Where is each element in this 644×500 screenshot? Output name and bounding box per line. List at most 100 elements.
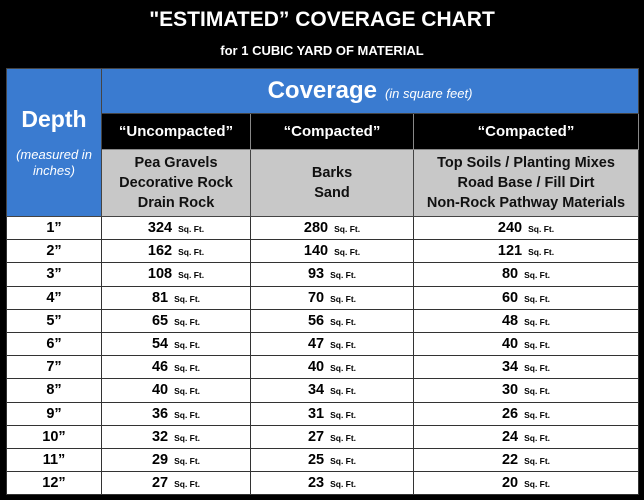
coverage-table: Depth (measured in inches) Coverage (in s…: [6, 68, 639, 496]
unit: Sq. Ft.: [330, 455, 357, 466]
coverage-cell: 27 Sq. Ft.: [101, 471, 251, 496]
coverage-value: 80: [501, 266, 519, 283]
material: Non-Rock Pathway Materials: [426, 195, 626, 211]
coverage-value: 27: [151, 475, 169, 492]
coverage-value: 162: [147, 243, 173, 260]
unit: Sq. Ft.: [524, 479, 551, 490]
material: Decorative Rock: [119, 175, 233, 191]
coverage-cell: 60 Sq. Ft.: [413, 285, 639, 310]
coverage-cell: 30 Sq. Ft.: [413, 378, 639, 403]
unit: Sq. Ft.: [174, 386, 201, 397]
coverage-value: 26: [501, 405, 519, 422]
coverage-cell: 65 Sq. Ft.: [101, 308, 251, 333]
coverage-cell: 162 Sq. Ft.: [101, 239, 251, 264]
coverage-header: Coverage: [267, 77, 377, 104]
depth: 6”: [6, 331, 102, 357]
depth: 8”: [6, 378, 102, 403]
materials-cell: Top Soils / Planting Mixes Road Base / Fi…: [413, 149, 639, 217]
coverage-cell: 240 Sq. Ft.: [413, 215, 639, 241]
unit: Sq. Ft.: [330, 479, 357, 490]
unit: Sq. Ft.: [330, 409, 357, 420]
coverage-value: 23: [307, 475, 325, 492]
material: Pea Gravels: [134, 155, 218, 171]
coverage-value: 22: [501, 451, 519, 468]
coverage-value: 140: [303, 243, 329, 260]
depth: 5”: [6, 308, 102, 333]
materials-cell: Pea Gravels Decorative Rock Drain Rock: [101, 149, 251, 217]
depth: 9”: [6, 401, 102, 426]
coverage-value: 30: [501, 382, 519, 399]
coverage-value: 324: [147, 220, 173, 237]
unit: Sq. Ft.: [330, 293, 357, 304]
data-row: 12” 27 Sq. Ft. 23 Sq. Ft. 20 Sq. Ft.: [6, 471, 639, 496]
unit: Sq. Ft.: [174, 455, 201, 466]
coverage-value: 54: [151, 336, 169, 353]
material: Drain Rock: [137, 195, 215, 211]
unit: Sq. Ft.: [330, 316, 357, 327]
coverage-cell: 36 Sq. Ft.: [101, 401, 251, 426]
material: Sand: [314, 185, 350, 201]
coverage-value: 20: [501, 475, 519, 492]
unit: Sq. Ft.: [524, 316, 551, 327]
coverage-header-cell: Coverage (in square feet): [101, 68, 639, 114]
unit: Sq. Ft.: [174, 432, 201, 443]
data-row: 4” 81 Sq. Ft. 70 Sq. Ft. 60 Sq. Ft.: [6, 285, 639, 310]
depth: 10”: [6, 424, 102, 449]
unit: Sq. Ft.: [330, 432, 357, 443]
coverage-cell: 93 Sq. Ft.: [250, 262, 414, 287]
coverage-value: 60: [501, 289, 519, 306]
coverage-cell: 70 Sq. Ft.: [250, 285, 414, 310]
unit: Sq. Ft.: [174, 409, 201, 420]
unit: Sq. Ft.: [174, 340, 201, 351]
coverage-cell: 26 Sq. Ft.: [413, 401, 639, 426]
subtitle: for 1 CUBIC YARD OF MATERIAL: [220, 43, 424, 58]
data-row: 1” 324 Sq. Ft. 280 Sq. Ft. 240 Sq. Ft.: [6, 215, 639, 241]
depth-note: (measured in inches): [16, 147, 92, 178]
unit: Sq. Ft.: [524, 409, 551, 420]
coverage-value: 81: [151, 289, 169, 306]
coverage-value: 25: [307, 451, 325, 468]
unit: Sq. Ft.: [528, 247, 555, 258]
coverage-value: 29: [151, 451, 169, 468]
coverage-cell: 27 Sq. Ft.: [250, 424, 414, 449]
coverage-value: 280: [303, 220, 329, 237]
materials-cell: Barks Sand: [250, 149, 414, 217]
coverage-cell: 80 Sq. Ft.: [413, 262, 639, 287]
data-row: 8” 40 Sq. Ft. 34 Sq. Ft. 30 Sq. Ft.: [6, 378, 639, 403]
data-row: 7” 46 Sq. Ft. 40 Sq. Ft. 34 Sq. Ft.: [6, 355, 639, 380]
coverage-cell: 81 Sq. Ft.: [101, 285, 251, 310]
unit: Sq. Ft.: [178, 247, 205, 258]
material: Top Soils / Planting Mixes: [437, 155, 615, 171]
coverage-cell: 24 Sq. Ft.: [413, 424, 639, 449]
coverage-cell: 46 Sq. Ft.: [101, 355, 251, 380]
coverage-value: 34: [501, 359, 519, 376]
coverage-cell: 47 Sq. Ft.: [250, 331, 414, 357]
coverage-cell: 40 Sq. Ft.: [413, 331, 639, 357]
depth: 7”: [6, 355, 102, 380]
coverage-cell: 40 Sq. Ft.: [250, 355, 414, 380]
coverage-cell: 20 Sq. Ft.: [413, 471, 639, 496]
unit: Sq. Ft.: [330, 386, 357, 397]
data-row: 3” 108 Sq. Ft. 93 Sq. Ft. 80 Sq. Ft.: [6, 262, 639, 287]
coverage-value: 121: [497, 243, 523, 260]
unit: Sq. Ft.: [524, 363, 551, 374]
coverage-value: 65: [151, 312, 169, 329]
data-row: 6” 54 Sq. Ft. 47 Sq. Ft. 40 Sq. Ft.: [6, 331, 639, 357]
coverage-value: 32: [151, 428, 169, 445]
coverage-cell: 140 Sq. Ft.: [250, 239, 414, 264]
depth: 2”: [6, 239, 102, 264]
depth: 3”: [6, 262, 102, 287]
coverage-value: 34: [307, 382, 325, 399]
coverage-cell: 22 Sq. Ft.: [413, 447, 639, 473]
unit: Sq. Ft.: [524, 432, 551, 443]
unit: Sq. Ft.: [528, 224, 555, 235]
unit: Sq. Ft.: [330, 340, 357, 351]
unit: Sq. Ft.: [330, 270, 357, 281]
coverage-cell: 324 Sq. Ft.: [101, 215, 251, 241]
coverage-value: 48: [501, 312, 519, 329]
coverage-cell: 54 Sq. Ft.: [101, 331, 251, 357]
depth: 11”: [6, 447, 102, 473]
coverage-value: 46: [151, 359, 169, 376]
compaction-header: “Uncompacted”: [101, 113, 251, 150]
